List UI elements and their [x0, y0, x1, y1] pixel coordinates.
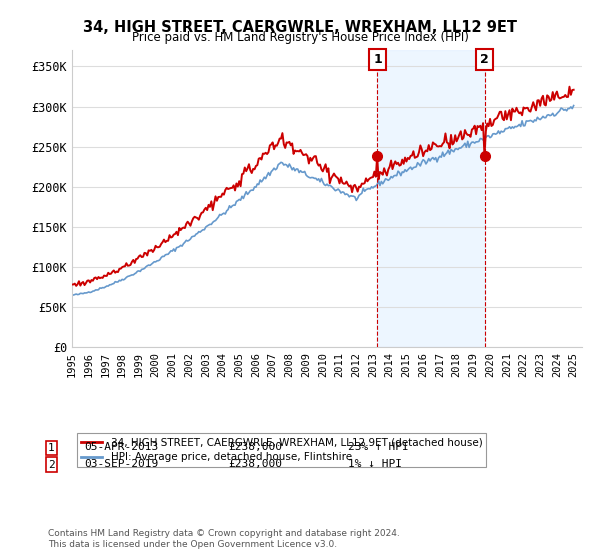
Text: 03-SEP-2019: 03-SEP-2019 — [84, 459, 158, 469]
Text: Contains HM Land Registry data © Crown copyright and database right 2024.
This d: Contains HM Land Registry data © Crown c… — [48, 529, 400, 549]
Bar — [377, 50, 485, 347]
Text: 2: 2 — [480, 53, 489, 66]
Text: £238,000: £238,000 — [228, 459, 282, 469]
Text: 23% ↑ HPI: 23% ↑ HPI — [348, 442, 409, 452]
Legend: 34, HIGH STREET, CAERGWRLE, WREXHAM, LL12 9ET (detached house), HPI: Average pri: 34, HIGH STREET, CAERGWRLE, WREXHAM, LL1… — [77, 433, 487, 466]
Text: £238,000: £238,000 — [228, 442, 282, 452]
Text: 1: 1 — [48, 443, 55, 453]
Text: Price paid vs. HM Land Registry's House Price Index (HPI): Price paid vs. HM Land Registry's House … — [131, 31, 469, 44]
Text: 05-APR-2013: 05-APR-2013 — [84, 442, 158, 452]
Text: 34, HIGH STREET, CAERGWRLE, WREXHAM, LL12 9ET: 34, HIGH STREET, CAERGWRLE, WREXHAM, LL1… — [83, 20, 517, 35]
Text: 1% ↓ HPI: 1% ↓ HPI — [348, 459, 402, 469]
Text: 1: 1 — [373, 53, 382, 66]
Text: 2: 2 — [48, 460, 55, 470]
